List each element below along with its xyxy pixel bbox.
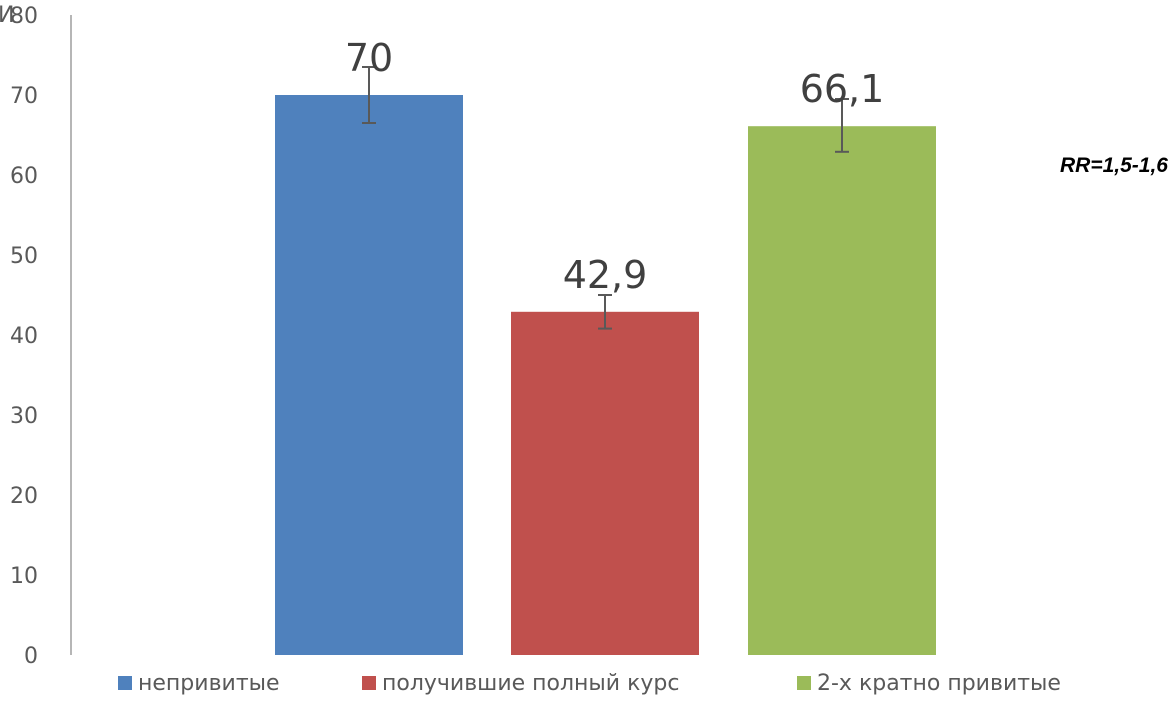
data-label-1: 70 [345, 36, 393, 80]
y-tick-label: 40 [10, 324, 38, 349]
y-tick-label: 50 [10, 244, 38, 269]
legend-item-3: 2-х кратно привитые [797, 671, 1061, 696]
data-label-2: 42,9 [563, 253, 648, 297]
legend-item-2: получившие полный курс [362, 671, 679, 696]
y-tick-label: 80 [10, 4, 38, 29]
y-axis-label-fragment: И [0, 3, 14, 28]
bar-3 [748, 126, 936, 655]
legend-swatch [118, 676, 132, 690]
bars [275, 95, 936, 655]
data-labels: 70 42,9 66,1 [345, 36, 884, 297]
data-label-3: 66,1 [800, 67, 885, 111]
y-tick-label: 70 [10, 84, 38, 109]
y-tick-label: 30 [10, 404, 38, 429]
y-tick-label: 0 [24, 644, 38, 669]
legend-item-1: непривитые [118, 671, 280, 696]
y-tick-label: 60 [10, 164, 38, 189]
error-bar-3 [835, 98, 849, 153]
error-bar-2 [598, 294, 612, 330]
legend-label: получившие полный курс [382, 671, 679, 696]
y-tick-label: 10 [10, 564, 38, 589]
legend-swatch [797, 676, 811, 690]
error-bars [362, 66, 849, 330]
bar-1 [275, 95, 463, 655]
y-tick-label: 20 [10, 484, 38, 509]
bar-2 [511, 311, 699, 655]
rr-annotation: RR=1,5-1,6 [1060, 154, 1168, 177]
legend-label: 2-х кратно привитые [817, 671, 1061, 696]
legend: непривитые получившие полный курс 2-х крат… [118, 671, 1061, 696]
error-bar-1 [362, 66, 376, 124]
y-axis: 0 10 20 30 40 50 60 70 80 [10, 4, 72, 669]
legend-label: непривитые [138, 671, 280, 696]
legend-swatch [362, 676, 376, 690]
